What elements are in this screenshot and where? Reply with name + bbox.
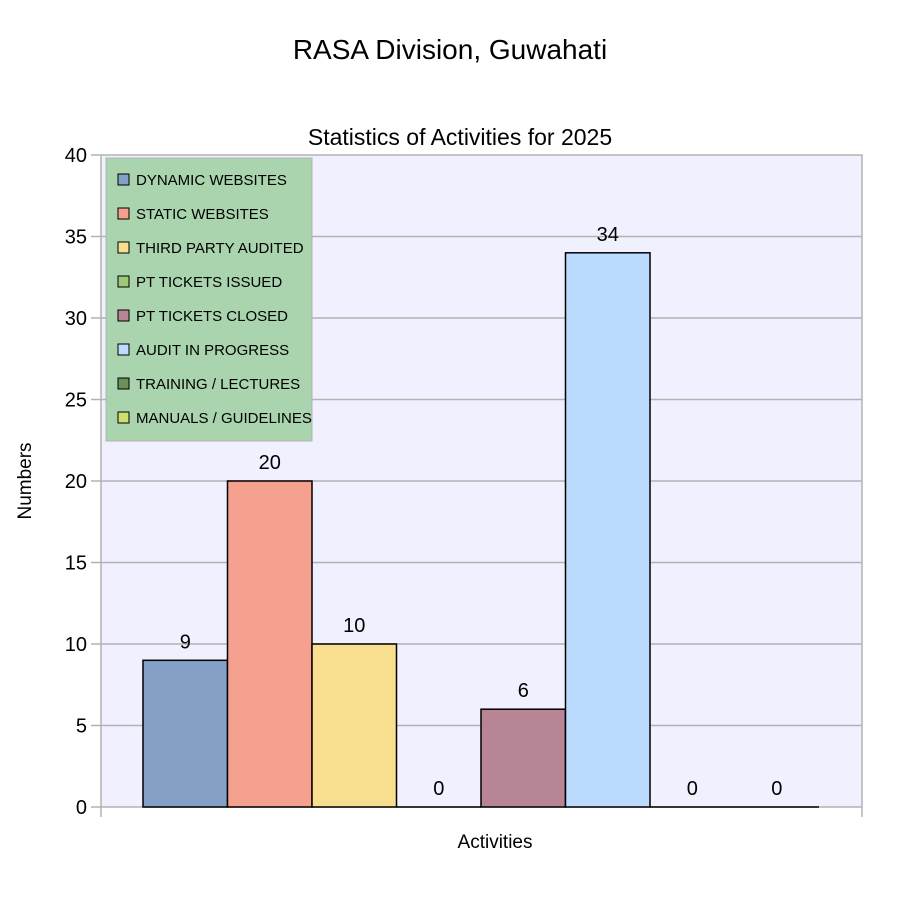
bar [226, 480, 313, 808]
y-tick-label: 30 [65, 308, 87, 330]
x-axis-label: Activities [458, 832, 533, 853]
data-label: 10 [343, 615, 365, 637]
legend: DYNAMIC WEBSITES STATIC WEBSITES THIRD PAR… [105, 157, 313, 442]
bar [142, 659, 229, 808]
y-tick-label: 5 [76, 716, 87, 738]
y-tick-label: 25 [65, 390, 87, 412]
bar [480, 708, 567, 808]
legend-swatch [117, 377, 130, 390]
legend-box [105, 157, 313, 442]
legend-swatch [117, 343, 130, 356]
data-label: 0 [771, 778, 782, 800]
data-label: 34 [597, 224, 619, 246]
bar [564, 252, 651, 808]
y-tick-label: 10 [65, 634, 87, 656]
data-label: 20 [259, 452, 281, 474]
y-tick-label: 40 [65, 145, 87, 167]
data-label: 0 [687, 778, 698, 800]
chart-title: Statistics of Activities for 2025 [308, 124, 612, 150]
y-axis-ticks: 0 5 10 15 20 25 30 35 40 [65, 145, 863, 819]
legend-swatch [117, 411, 130, 424]
legend-swatch [117, 241, 130, 254]
bars [142, 252, 819, 808]
data-label: 9 [180, 631, 191, 653]
legend-swatch [117, 173, 130, 186]
y-axis-label: Numbers [15, 442, 36, 519]
legend-entry: AUDIT IN PROGRESS [136, 342, 289, 359]
data-labels: 9 20 10 0 6 34 0 0 [180, 224, 783, 800]
page-title: RASA Division, Guwahati [292, 34, 608, 65]
legend-swatch [117, 207, 130, 220]
bar [311, 643, 398, 808]
y-tick-label: 20 [65, 471, 87, 493]
y-tick-label: 15 [65, 553, 87, 575]
y-tick-label: 0 [76, 797, 87, 819]
legend-swatch [117, 309, 130, 322]
legend-entry: DYNAMIC WEBSITES [136, 172, 287, 189]
y-tick-label: 35 [65, 227, 87, 249]
legend-entry: THIRD PARTY AUDITED [136, 240, 304, 257]
legend-entry: STATIC WEBSITES [136, 206, 269, 223]
legend-entry: TRAINING / LECTURES [136, 376, 300, 393]
data-label: 0 [433, 778, 444, 800]
legend-entry: PT TICKETS CLOSED [136, 308, 288, 325]
data-label: 6 [518, 680, 529, 702]
legend-swatch [117, 275, 130, 288]
legend-entry: MANUALS / GUIDELINES [136, 410, 312, 427]
legend-entry: PT TICKETS ISSUED [136, 274, 282, 291]
